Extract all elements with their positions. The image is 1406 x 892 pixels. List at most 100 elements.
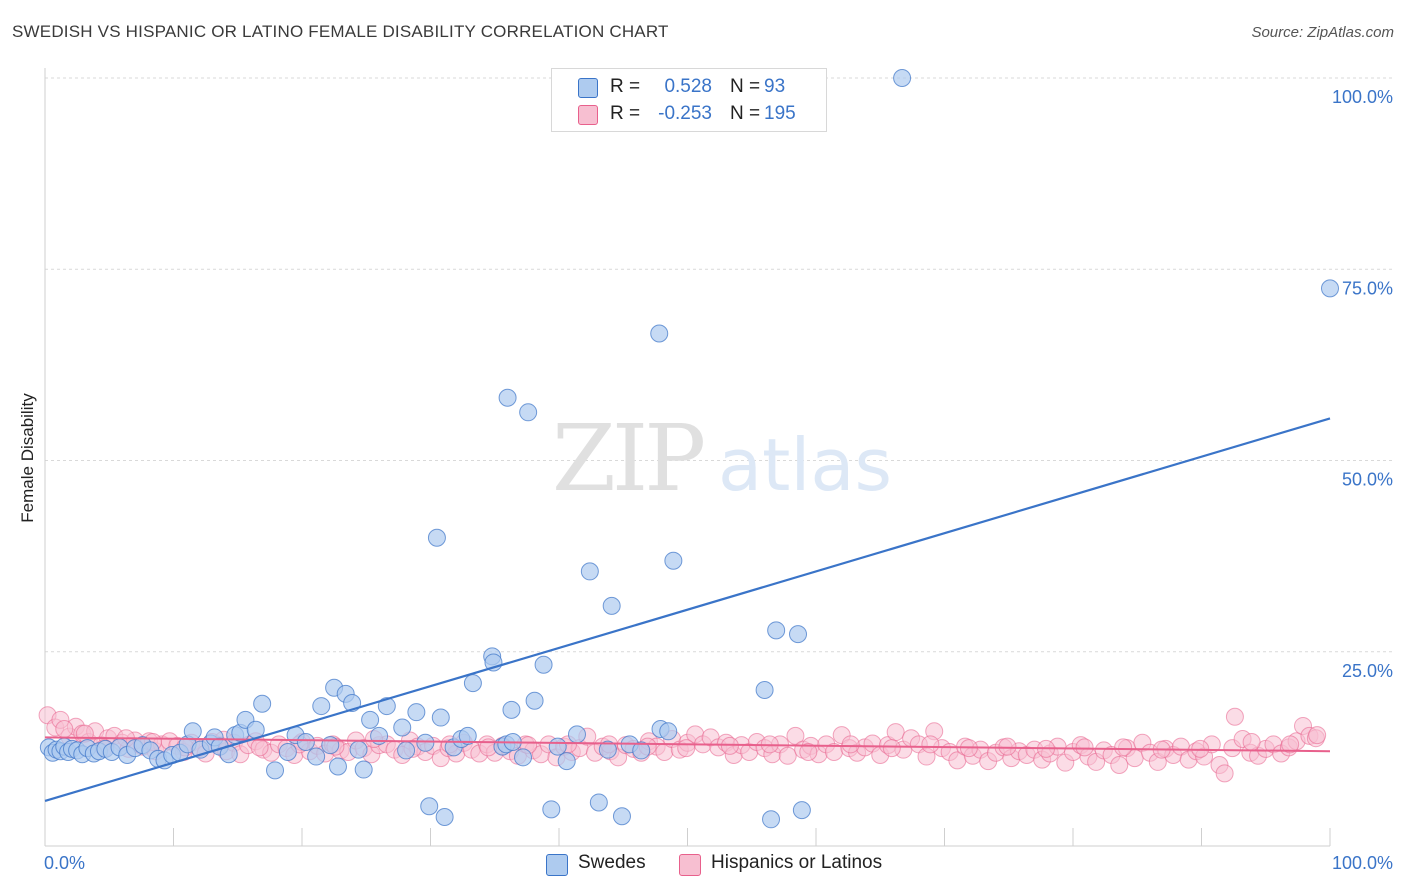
stats-box: R = 0.528 N = 93 R = -0.253 N = 195 xyxy=(551,68,827,132)
legend-swatch-pink xyxy=(679,854,701,876)
r-value: 0.528 xyxy=(664,76,712,97)
hispanics-point xyxy=(1281,735,1300,754)
n-value: 93 xyxy=(764,76,786,97)
y-tick-label: 75.0% xyxy=(1342,278,1393,298)
legend-swatch-blue xyxy=(546,854,568,876)
watermark-atlas: atlas xyxy=(718,423,892,507)
swedes-point xyxy=(253,694,272,713)
watermark-zip: ZIP xyxy=(552,405,703,512)
hispanics-point xyxy=(1308,726,1327,745)
hispanics-point xyxy=(882,739,901,758)
trend-lines xyxy=(44,417,1331,802)
swedes-point xyxy=(349,740,368,759)
swedes-point xyxy=(548,737,567,756)
swedes-point xyxy=(762,810,781,829)
swedes-point xyxy=(498,388,517,407)
swedes-point xyxy=(659,722,678,741)
r-label: R = xyxy=(610,76,641,97)
swedes-point xyxy=(534,655,553,674)
swedes-point xyxy=(542,800,561,819)
swedes-point xyxy=(557,752,576,771)
swedes-point xyxy=(397,741,416,760)
swedes-point xyxy=(632,741,651,760)
swedes-points xyxy=(39,69,1339,829)
source-label: Source: ZipAtlas.com xyxy=(1251,24,1394,41)
swedes-point xyxy=(589,793,608,812)
swedes-point xyxy=(416,733,435,752)
hispanics-point xyxy=(786,726,805,745)
swedes-point xyxy=(767,621,786,640)
swedes-point xyxy=(312,697,331,716)
swedes-point xyxy=(420,797,439,816)
hispanics-point xyxy=(250,738,269,757)
hispanics-point xyxy=(778,746,797,765)
stats-row-swedes: R = 0.528 N = 93 xyxy=(552,73,826,101)
hispanics-trend-line xyxy=(44,736,1331,753)
hispanics-point xyxy=(1215,764,1234,783)
swedes-point xyxy=(612,807,631,826)
n-value: 195 xyxy=(764,103,796,124)
swedes-point xyxy=(664,551,683,570)
hispanics-point xyxy=(1110,755,1129,774)
legend-label: Hispanics or Latinos xyxy=(711,852,883,873)
n-label: N = xyxy=(730,103,761,124)
swedes-point xyxy=(755,681,774,699)
n-label: N = xyxy=(730,76,761,97)
swedes-point xyxy=(598,740,617,759)
legend-label: Swedes xyxy=(578,852,646,873)
hispanics-point xyxy=(720,736,739,755)
swedes-point xyxy=(361,710,380,729)
y-tick-label: 50.0% xyxy=(1342,470,1393,490)
y-tick-label: 25.0% xyxy=(1342,661,1393,681)
swedes-point xyxy=(427,528,446,547)
hispanics-point xyxy=(1075,738,1094,757)
x-tick-label: 100.0% xyxy=(1332,853,1393,873)
hispanics-point xyxy=(1242,733,1261,752)
swedes-point xyxy=(893,69,912,87)
hispanics-point xyxy=(921,735,940,754)
swedes-point xyxy=(792,801,811,820)
chart-title: SWEDISH VS HISPANIC OR LATINO FEMALE DIS… xyxy=(12,22,669,41)
swedes-point xyxy=(580,562,599,581)
swedes-point xyxy=(602,596,621,615)
swedes-point xyxy=(519,403,538,422)
hispanics-point xyxy=(1225,707,1244,726)
hispanics-point xyxy=(55,720,74,739)
swedes-point xyxy=(307,747,326,766)
swedes-point xyxy=(502,700,521,719)
swedes-trend-line xyxy=(44,417,1331,802)
swedes-point xyxy=(650,324,669,343)
swedes-point xyxy=(435,807,454,826)
swedes-point xyxy=(789,625,808,644)
swedes-point xyxy=(377,697,396,716)
swedes-point xyxy=(431,708,450,727)
swedes-point xyxy=(567,725,586,744)
swedes-point xyxy=(1321,279,1339,298)
hispanics-point xyxy=(677,739,696,758)
stats-row-hispanics: R = -0.253 N = 195 xyxy=(552,100,826,128)
swedes-point xyxy=(458,726,477,745)
swedes-point xyxy=(183,722,202,741)
swedes-point xyxy=(463,674,482,693)
swedes-point xyxy=(514,748,533,767)
swedes-point xyxy=(278,742,297,761)
swedes-point xyxy=(354,760,373,779)
swedes-point xyxy=(296,733,315,752)
r-label: R = xyxy=(610,103,641,124)
tick-labels: 25.0% 50.0% 75.0% 100.0% 0.0% 100.0% xyxy=(44,87,1393,873)
hispanics-point xyxy=(841,735,860,754)
swedes-point xyxy=(321,736,340,755)
gridlines xyxy=(45,77,1395,653)
swedes-point xyxy=(525,691,544,710)
hispanics-point xyxy=(886,723,905,742)
r-value: -0.253 xyxy=(658,103,712,124)
swedes-point xyxy=(407,703,426,722)
swedes-point xyxy=(328,757,347,776)
swedes-point xyxy=(393,718,412,737)
hispanics-point xyxy=(799,742,818,761)
y-tick-label: 100.0% xyxy=(1332,87,1393,107)
swatch-pink xyxy=(578,105,598,125)
swatch-blue xyxy=(578,78,598,98)
swedes-point xyxy=(266,761,285,780)
